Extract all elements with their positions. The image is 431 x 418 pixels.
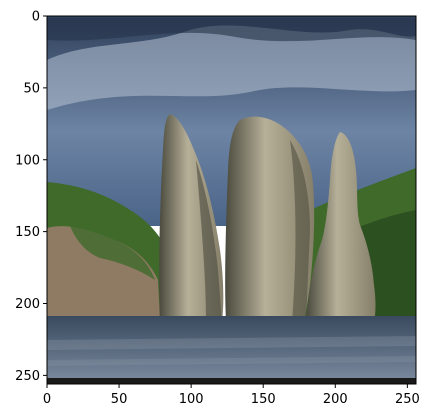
left-cliff-green [70,226,155,280]
x-axis: 0 50 100 150 200 250 [43,384,420,407]
rock-shadow-center [290,140,310,322]
water-highlight [47,336,416,350]
x-tick-label: 100 [179,392,204,407]
bottom-band [47,378,416,384]
y-tick-label: 150 [15,225,40,240]
x-tick-label: 0 [43,392,51,407]
cloud-dark [47,18,416,42]
x-tick-label: 150 [251,392,276,407]
left-cliff [47,226,160,318]
y-axis: 0 50 100 150 200 250 [15,10,47,384]
water [47,316,416,384]
rock-pillar-right [306,132,376,322]
y-tick-label: 250 [15,369,40,384]
photo-area [47,16,416,384]
water-highlight-2 [47,356,416,366]
rock-pillar-center [225,116,315,322]
rock-shadow [196,160,222,322]
x-tick-label: 50 [111,392,128,407]
y-tick-label: 200 [15,297,40,312]
plot-frame [46,15,417,385]
y-tick-label: 0 [32,10,40,25]
y-tick-label: 50 [23,81,40,96]
cloud-band [47,25,416,110]
y-tick-label: 100 [15,153,40,168]
x-tick-label: 200 [323,392,348,407]
x-tick-label: 250 [395,392,420,407]
